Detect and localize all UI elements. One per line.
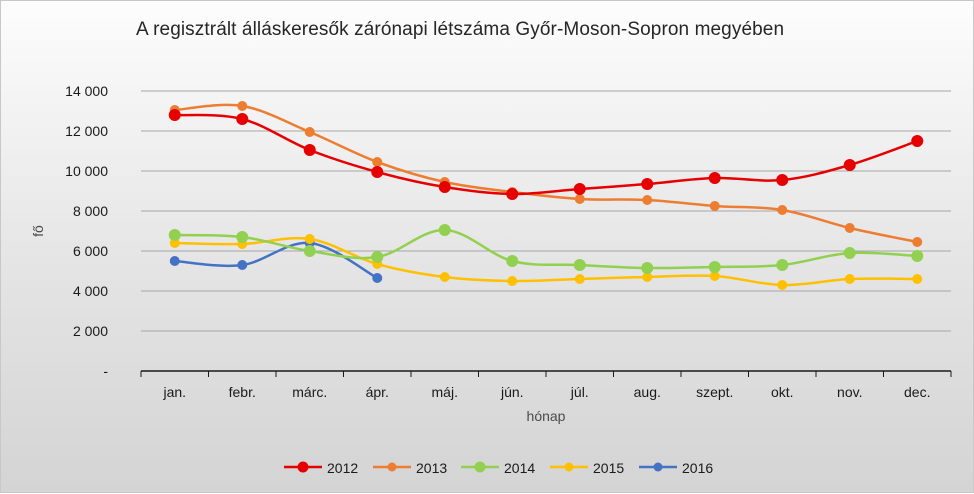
- series-2015-point: [439, 272, 450, 282]
- series-2012-point: [303, 144, 316, 156]
- legend-marker: [387, 462, 397, 472]
- series-2013-point: [912, 237, 923, 247]
- series-2015: [169, 234, 923, 290]
- series-2013-point: [844, 223, 855, 233]
- legend-item-2014: 2014: [461, 460, 535, 476]
- legend-marker: [297, 461, 309, 473]
- legend-item-2012: 2012: [284, 460, 358, 476]
- x-tick-label: nov.: [837, 384, 862, 400]
- series-2012-point: [236, 113, 249, 125]
- series-2014-point: [438, 224, 451, 236]
- series-2014: [168, 224, 924, 274]
- x-tick-label: márc.: [292, 384, 327, 400]
- series-2014-point: [843, 247, 856, 259]
- x-tick-label: aug.: [634, 384, 661, 400]
- series-2014-point: [236, 231, 249, 243]
- chart-title: A regisztrált álláskeresők zárónapi léts…: [136, 19, 785, 40]
- series-2012-line: [173, 113, 919, 196]
- x-tick-label: jan.: [162, 384, 186, 400]
- series-2014-point: [303, 245, 316, 257]
- series-2013-point: [304, 127, 315, 137]
- series-2013-point: [574, 194, 585, 204]
- series-2013-point: [709, 201, 720, 211]
- series-2013-point: [777, 205, 788, 215]
- series-2016-point: [169, 256, 180, 266]
- y-tick-label: 8 000: [73, 203, 108, 219]
- x-tick-label: máj.: [432, 384, 458, 400]
- series-2013: [169, 101, 923, 247]
- series-2014-point: [911, 250, 924, 262]
- series-2015-line: [173, 236, 919, 287]
- series-2015-point: [912, 274, 923, 284]
- series-2012-point: [168, 109, 181, 121]
- legend-item-2016: 2016: [639, 460, 713, 476]
- x-axis-title: hónap: [527, 408, 566, 424]
- series-2014-point: [168, 229, 181, 241]
- series-2014-point: [371, 251, 384, 263]
- series-2014-point: [708, 261, 721, 273]
- series-2012-point: [708, 172, 721, 184]
- y-tick-label: 2 000: [73, 323, 108, 339]
- legend-label: 2015: [593, 460, 624, 476]
- series-2016: [169, 238, 383, 283]
- x-tick-label: júl.: [570, 384, 589, 400]
- series-2013-point: [237, 101, 248, 111]
- y-tick-label: -: [103, 363, 108, 379]
- series-2013-point: [642, 195, 653, 205]
- series-2012-point: [438, 181, 451, 193]
- series-2014-point: [776, 259, 789, 271]
- series-2014-point: [506, 255, 519, 267]
- series-2016-point: [237, 260, 248, 270]
- series-2015-point: [844, 274, 855, 284]
- series-2012: [168, 109, 924, 200]
- series-2015-point: [304, 234, 315, 244]
- series-2012-point: [843, 159, 856, 171]
- legend-item-2013: 2013: [373, 460, 447, 476]
- x-tick-label: szept.: [696, 384, 733, 400]
- series-2012-point: [776, 174, 789, 186]
- series-2015-point: [574, 274, 585, 284]
- legend-label: 2012: [327, 460, 358, 476]
- series-2014-point: [573, 259, 586, 271]
- y-tick-label: 10 000: [65, 163, 108, 179]
- y-axis-title: fő: [30, 225, 46, 237]
- y-tick-label: 14 000: [65, 83, 108, 99]
- series-2012-point: [911, 135, 924, 147]
- x-tick-label: febr.: [229, 384, 256, 400]
- series-2012-point: [641, 178, 654, 190]
- series-2013-point: [372, 157, 383, 167]
- x-tick-label: jún.: [500, 384, 524, 400]
- x-tick-label: ápr.: [366, 384, 389, 400]
- legend-marker: [564, 462, 574, 472]
- x-tick-label: dec.: [904, 384, 930, 400]
- y-tick-label: 12 000: [65, 123, 108, 139]
- series-2015-point: [777, 280, 788, 290]
- series-2012-point: [371, 166, 384, 178]
- series-2013-line: [173, 103, 919, 244]
- series-2016-line: [173, 241, 379, 280]
- legend-marker: [653, 462, 663, 472]
- legend-item-2015: 2015: [550, 460, 624, 476]
- series-2014-line: [173, 228, 919, 270]
- y-tick-label: 4 000: [73, 283, 108, 299]
- series-2012-point: [506, 188, 519, 200]
- series-2012-point: [573, 183, 586, 195]
- legend-label: 2014: [504, 460, 535, 476]
- series-2016-point: [372, 273, 383, 283]
- legend-label: 2016: [682, 460, 713, 476]
- series-2015-point: [507, 276, 518, 286]
- legend-marker: [474, 461, 486, 473]
- series-2014-point: [641, 262, 654, 274]
- x-tick-label: okt.: [771, 384, 794, 400]
- legend-label: 2013: [416, 460, 447, 476]
- y-tick-label: 6 000: [73, 243, 108, 259]
